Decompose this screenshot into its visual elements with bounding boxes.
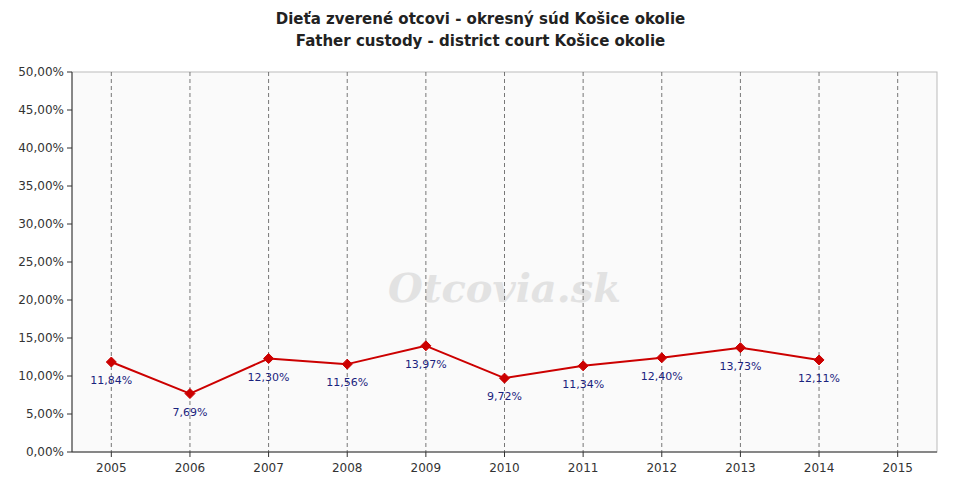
marker [500,373,510,383]
x-grid-line [897,72,898,452]
y-tick [67,338,72,339]
marker [578,361,588,371]
x-tick [347,452,348,457]
x-tick [268,452,269,457]
data-label: 9,72% [487,390,522,403]
marker [814,355,824,365]
x-grid-line [111,72,112,452]
chart: Dieťa zverené otcovi - okresný súd Košic… [0,0,961,496]
y-tick [67,262,72,263]
x-tick [661,452,662,457]
x-tick-label: 2010 [489,461,520,475]
y-tick [67,224,72,225]
x-tick-label: 2014 [804,461,835,475]
y-tick-label: 15,00% [18,331,64,345]
x-axis: 2005 2006 2007 2008 2009 2010 2011 2012 2013 2014… [96,72,913,475]
y-tick-label: 25,00% [18,255,64,269]
marker [264,354,274,364]
marker [185,389,195,399]
data-label: 12,11% [798,372,840,385]
y-tick-label: 0,00% [26,445,64,459]
x-tick [111,452,112,457]
y-tick [67,452,72,453]
y-tick [67,72,72,73]
x-tick-label: 2005 [96,461,127,475]
x-tick-label: 2015 [882,461,913,475]
marker [421,341,431,351]
y-tick-label: 35,00% [18,179,64,193]
y-tick [67,300,72,301]
data-label: 12,40% [641,370,683,383]
data-label: 11,34% [562,378,604,391]
y-tick-label: 45,00% [18,103,64,117]
subtitle: Father custody - district court Košice o… [296,32,665,50]
y-tick-label: 10,00% [18,369,64,383]
x-grid-line [819,72,820,452]
x-tick [740,452,741,457]
data-labels: 11,84% 7,69% 12,30% 11,56% 13,97% 9,72% 11,34%… [90,358,840,419]
x-tick-label: 2007 [253,461,284,475]
y-tick-label: 5,00% [26,407,64,421]
x-grid-line [583,72,584,452]
marker [342,359,352,369]
x-tick [425,452,426,457]
x-grid-line [425,72,426,452]
line [111,346,819,394]
y-tick [67,186,72,187]
data-label: 12,30% [248,371,290,384]
marker [657,353,667,363]
x-tick [504,452,505,457]
y-tick [67,414,72,415]
data-label: 13,97% [405,358,447,371]
x-tick [189,452,190,457]
series [106,341,824,399]
x-grid-line [661,72,662,452]
y-tick [67,110,72,111]
y-tick-label: 30,00% [18,217,64,231]
y-tick [67,376,72,377]
y-tick-label: 20,00% [18,293,64,307]
title: Dieťa zverené otcovi - okresný súd Košic… [276,10,686,28]
x-tick-label: 2012 [646,461,677,475]
y-tick-label: 40,00% [18,141,64,155]
data-label: 13,73% [719,360,761,373]
y-axis: 0,00% 5,00% 10,00% 15,00% 20,00% 25,00% 30,00%… [18,65,72,459]
x-tick-label: 2008 [332,461,363,475]
x-tick-label: 2009 [411,461,442,475]
marker [106,357,116,367]
data-label: 11,56% [326,376,368,389]
x-tick-label: 2013 [725,461,756,475]
data-label: 7,69% [172,406,207,419]
x-axis-line [72,452,937,453]
x-grid-line [347,72,348,452]
x-tick-label: 2006 [175,461,206,475]
x-tick [583,452,584,457]
y-tick-label: 50,00% [18,65,64,79]
x-tick [897,452,898,457]
x-tick-label: 2011 [568,461,599,475]
x-grid-line [268,72,269,452]
plot-frame [72,72,937,452]
x-grid-line [740,72,741,452]
x-tick [819,452,820,457]
data-label: 11,84% [90,374,132,387]
marker [735,343,745,353]
y-axis-line [72,72,73,452]
y-tick [67,148,72,149]
